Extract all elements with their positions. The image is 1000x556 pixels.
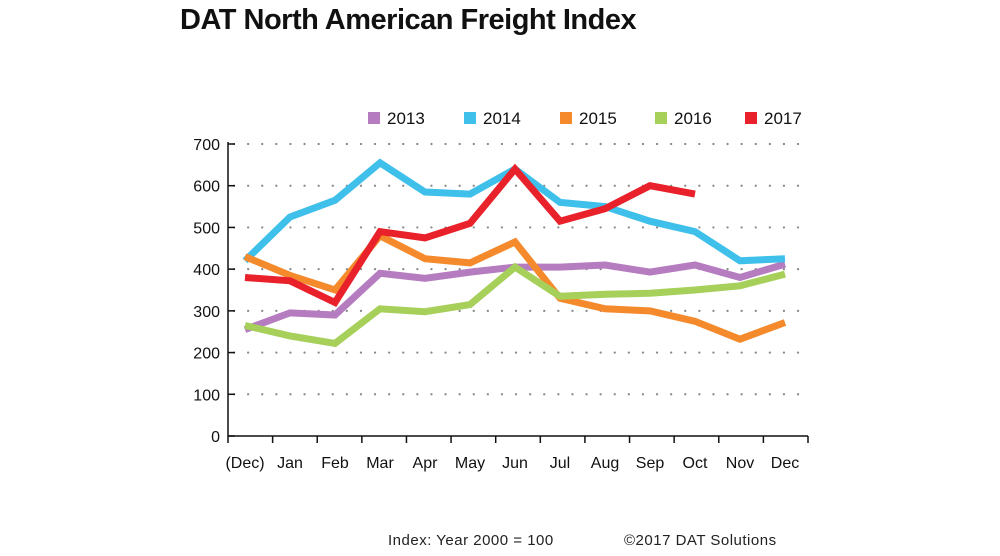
chart-title: DAT North American Freight Index [180, 4, 637, 36]
legend: 2013 2014 2015 2016 2017 [368, 109, 802, 128]
x-tick-label: Nov [726, 455, 754, 472]
x-tick-label: Aug [591, 455, 619, 472]
x-tick-label: Oct [683, 455, 708, 472]
x-tick-label: Jun [502, 455, 528, 472]
y-tick-label: 200 [193, 346, 220, 363]
legend-label-2016: 2016 [674, 109, 712, 128]
legend-label-2014: 2014 [483, 109, 521, 128]
series-line-2016 [244, 262, 786, 348]
x-tick-label: Mar [366, 455, 394, 472]
x-tick-label: (Dec) [225, 455, 264, 472]
legend-label-2013: 2013 [387, 109, 425, 128]
x-tick-label: Dec [771, 455, 799, 472]
series-lines [242, 158, 787, 348]
y-tick-label: 600 [193, 179, 220, 196]
y-tick-label: 100 [193, 387, 220, 404]
y-tick-label: 300 [193, 304, 220, 321]
legend-label-2015: 2015 [579, 109, 617, 128]
x-tick-label: Apr [413, 455, 439, 472]
x-tick-label: Jan [277, 455, 303, 472]
legend-label-2017: 2017 [764, 109, 802, 128]
legend-swatch-2013 [368, 112, 380, 124]
x-tick-label: Sep [636, 455, 665, 472]
legend-swatch-2015 [560, 112, 572, 124]
copyright: ©2017 DAT Solutions [624, 532, 777, 549]
x-tick-label: Jul [550, 455, 570, 472]
x-tick-label: May [455, 455, 485, 472]
index-note: Index: Year 2000 = 100 [388, 532, 554, 549]
y-tick-label: 700 [193, 137, 220, 154]
x-tick-label: Feb [321, 455, 349, 472]
legend-swatch-2017 [745, 112, 757, 124]
y-tick-label: 500 [193, 220, 220, 237]
legend-swatch-2016 [655, 112, 667, 124]
y-tick-label: 400 [193, 262, 220, 279]
axes: 0 100 200 300 400 500 600 700 (Dec) Jan Feb Mar Apr M… [193, 137, 809, 472]
legend-swatch-2014 [464, 112, 476, 124]
y-tick-label: 0 [211, 429, 220, 446]
